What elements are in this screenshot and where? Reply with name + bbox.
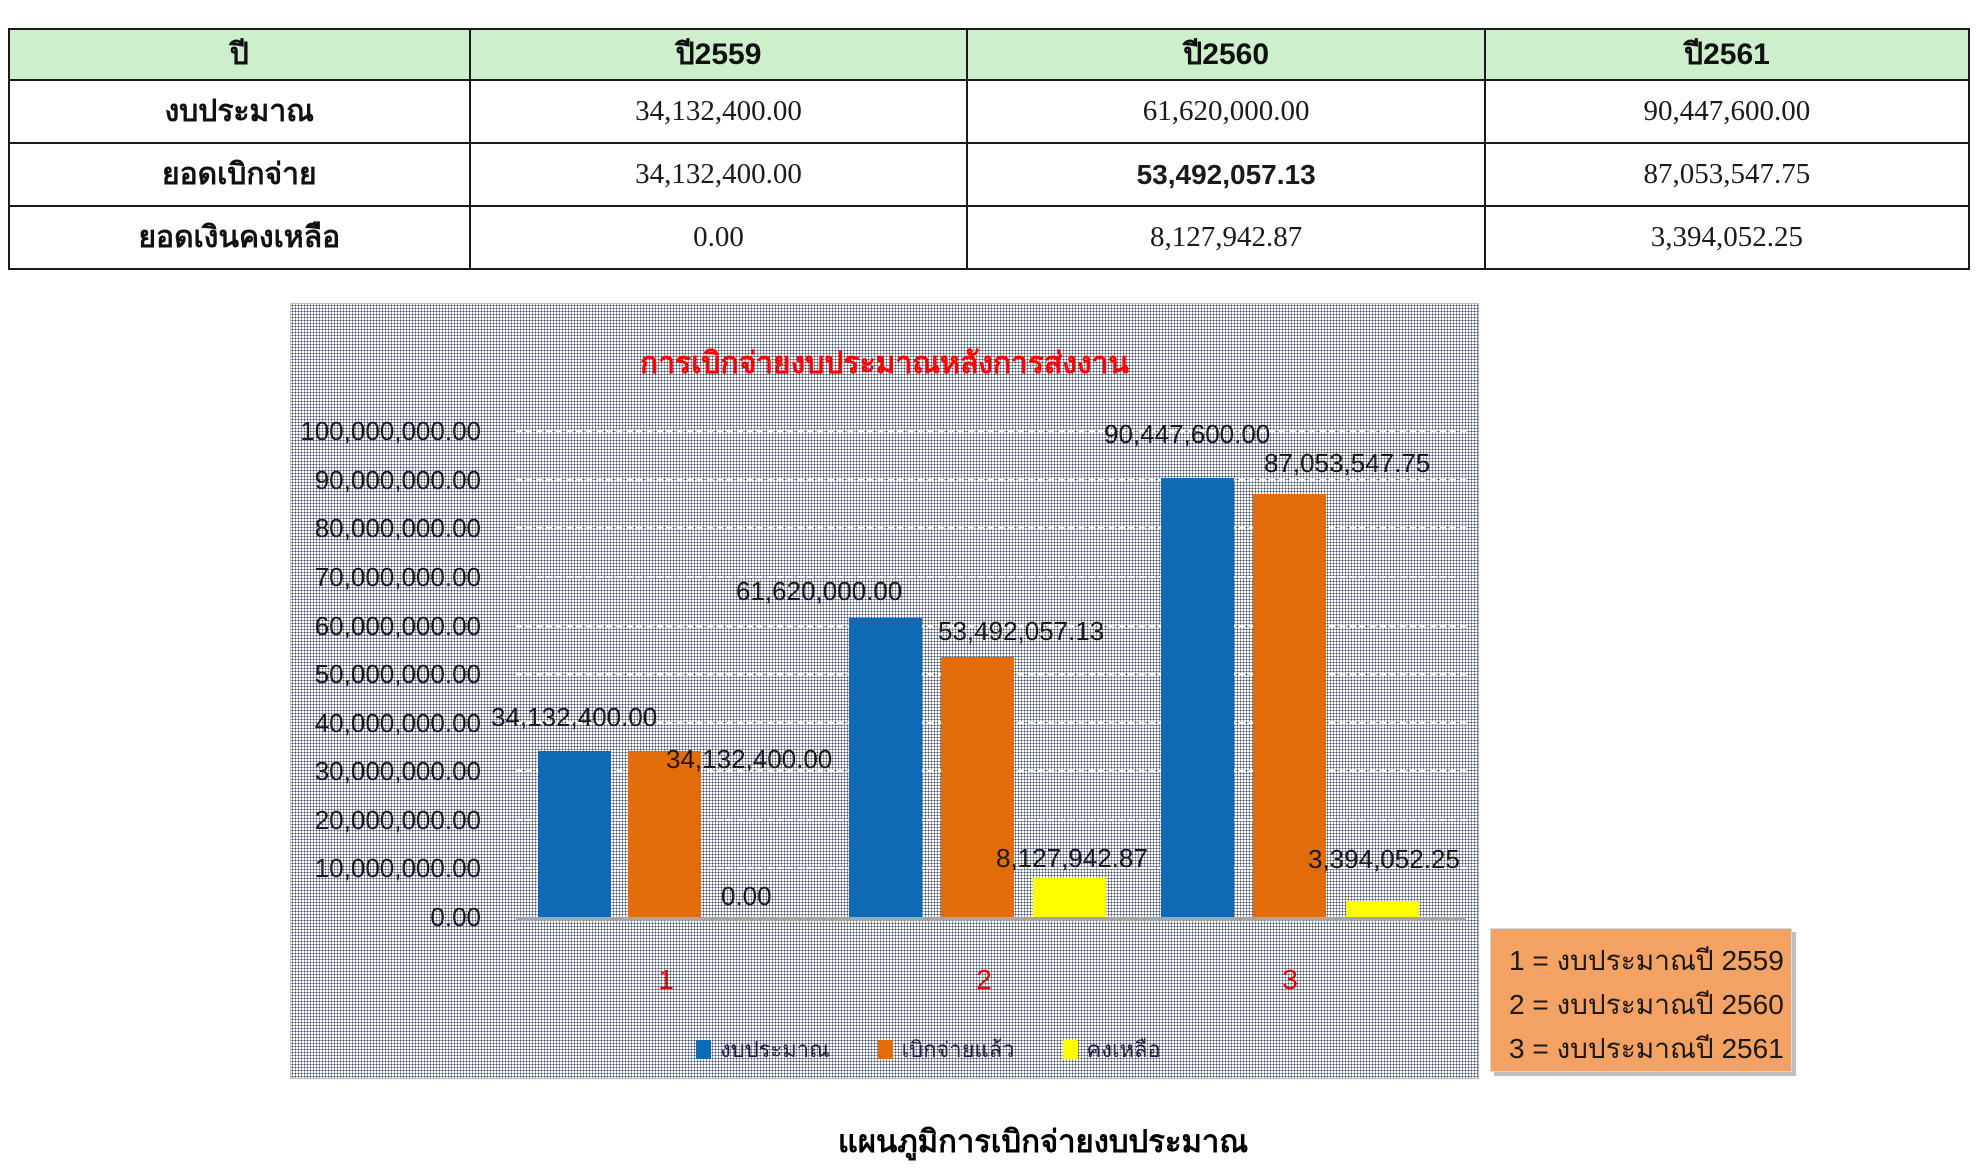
cell-budget-2559: 34,132,400.00 — [468, 79, 969, 144]
cell-remaining-2561: 3,394,052.25 — [1483, 205, 1971, 270]
budget-table: ปี ปี2559 ปี2560 ปี2561 งบประมาณ 34,132,… — [8, 28, 1971, 270]
cell-remaining-2559: 0.00 — [468, 205, 969, 270]
bar-value-label: 34,132,400.00 — [491, 702, 658, 732]
y-axis-tick: 80,000,000.00 — [314, 513, 481, 544]
bar-value-label: 53,492,057.13 — [938, 616, 1105, 646]
row-label-spent: ยอดเบิกจ่าย — [8, 142, 471, 207]
budget-chart: การเบิกจ่ายงบประมาณหลังการส่งงาน งบประมา… — [290, 303, 1479, 1079]
x-category-label: 1 — [658, 964, 674, 995]
y-axis-tick: 40,000,000.00 — [314, 707, 481, 738]
y-axis-tick: 90,000,000.00 — [314, 464, 481, 495]
header-cell-2559: ปี2559 — [468, 28, 969, 81]
bar-remaining-group3 — [1346, 900, 1419, 917]
gridline — [516, 576, 1466, 578]
note-line-2: 2 = งบประมาณปี 2560 — [1509, 989, 1784, 1020]
header-cell-year: ปี — [8, 28, 471, 81]
y-axis-tick: 10,000,000.00 — [314, 853, 481, 884]
bar-value-label: 90,447,600.00 — [1104, 419, 1271, 449]
chart-legend: งบประมาณ เบิกจ่ายแล้ว คงเหลือ — [696, 1032, 1161, 1067]
note-line-1: 1 = งบประมาณปี 2559 — [1509, 945, 1784, 976]
cell-spent-2559: 34,132,400.00 — [468, 142, 969, 207]
legend-swatch-icon — [877, 1040, 893, 1059]
table-header-row: ปี ปี2559 ปี2560 ปี2561 — [8, 28, 1971, 81]
legend-label: งบประมาณ — [720, 1037, 830, 1062]
bar-spent-group2 — [941, 657, 1014, 917]
bar-value-label: 3,394,052.25 — [1308, 844, 1460, 874]
bar-spent-group3 — [1253, 494, 1326, 917]
bar-budget-group1 — [538, 751, 611, 917]
cell-spent-2560: 53,492,057.13 — [966, 142, 1486, 207]
y-axis-tick: 0.00 — [430, 902, 481, 932]
bar-value-label: 87,053,547.75 — [1264, 448, 1431, 478]
gridline — [516, 624, 1466, 627]
header-cell-2560: ปี2560 — [966, 28, 1486, 81]
y-axis-tick: 70,000,000.00 — [314, 562, 481, 592]
note-line-3: 3 = งบประมาณปี 2561 — [1509, 1033, 1784, 1064]
y-axis-tick: 100,000,000.00 — [300, 416, 481, 447]
legend-item: เบิกจ่ายแล้ว — [877, 1032, 1015, 1067]
y-axis-tick: 30,000,000.00 — [314, 756, 481, 787]
table-row: งบประมาณ 34,132,400.00 61,620,000.00 90,… — [8, 79, 1971, 144]
note-box: 1 = งบประมาณปี 2559 2 = งบประมาณปี 2560 … — [1490, 928, 1792, 1072]
bar-value-label: 0.00 — [721, 881, 772, 911]
bar-spent-group1 — [628, 751, 701, 917]
bar-budget-group3 — [1161, 477, 1234, 917]
chart-title: การเบิกจ่ายงบประมาณหลังการส่งงาน — [640, 347, 1129, 380]
gridline — [516, 527, 1466, 530]
x-category-label: 3 — [1282, 964, 1298, 995]
legend-item: งบประมาณ — [696, 1032, 830, 1067]
gridline — [516, 478, 1466, 481]
legend-swatch-icon — [696, 1040, 711, 1059]
table-row: ยอดเบิกจ่าย 34,132,400.00 53,492,057.13 … — [8, 142, 1971, 207]
x-category-label: 2 — [976, 964, 992, 995]
bar-value-label: 34,132,400.00 — [666, 744, 833, 774]
y-axis-tick: 50,000,000.00 — [314, 659, 481, 690]
bar-value-label: 61,620,000.00 — [736, 576, 903, 606]
y-axis-tick: 60,000,000.00 — [314, 610, 481, 641]
cell-remaining-2560: 8,127,942.87 — [966, 205, 1486, 270]
bar-budget-group2 — [849, 617, 922, 917]
bar-value-label: 8,127,942.87 — [996, 843, 1148, 873]
gridline — [516, 430, 1466, 433]
row-label-budget: งบประมาณ — [8, 79, 471, 144]
row-label-remaining: ยอดเงินคงเหลือ — [8, 205, 471, 270]
legend-swatch-icon — [1062, 1040, 1078, 1059]
header-cell-2561: ปี2561 — [1483, 28, 1971, 81]
cell-budget-2560: 61,620,000.00 — [966, 79, 1486, 144]
legend-label: คงเหลือ — [1086, 1037, 1161, 1062]
legend-label: เบิกจ่ายแล้ว — [901, 1037, 1015, 1062]
bar-remaining-group2 — [1033, 877, 1106, 917]
y-axis-tick: 20,000,000.00 — [314, 804, 481, 835]
cell-budget-2561: 90,447,600.00 — [1483, 79, 1971, 144]
table-row: ยอดเงินคงเหลือ 0.00 8,127,942.87 3,394,0… — [8, 205, 1971, 270]
chart-caption: แผนภูมิการเบิกจ่ายงบประมาณ — [837, 1124, 1249, 1159]
x-axis-line — [516, 917, 1466, 921]
legend-item: คงเหลือ — [1062, 1032, 1161, 1067]
cell-spent-2561: 87,053,547.75 — [1483, 142, 1971, 207]
